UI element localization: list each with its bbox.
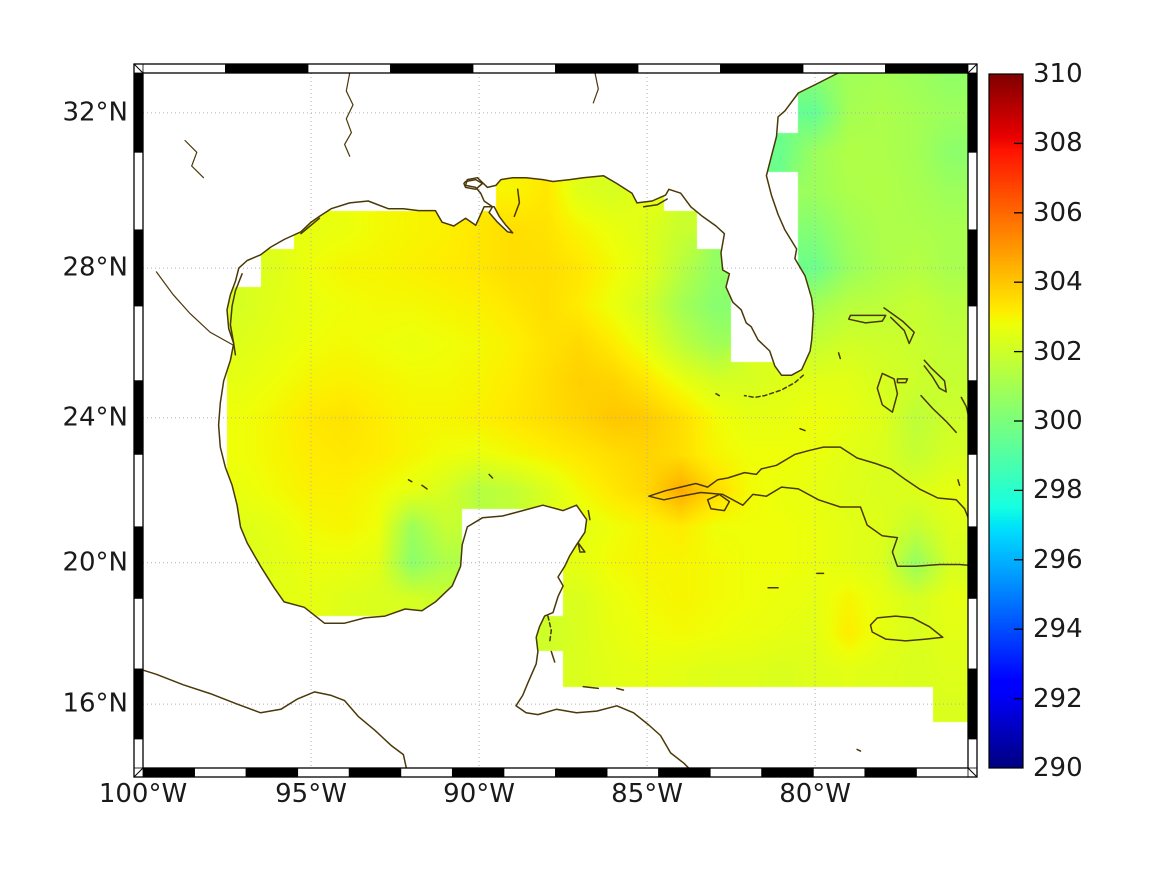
colorbar-tick-label: 302 [1033, 336, 1083, 367]
colorbar-border [988, 73, 1024, 769]
florida-keys-coastline [743, 374, 805, 399]
land-fill-layer [143, 73, 839, 768]
colorbar-tick-label: 290 [1033, 753, 1083, 783]
cay-sal-coastline [799, 427, 806, 432]
x-tick-label: 80°W [779, 779, 851, 809]
cat-island-coastline [960, 396, 968, 415]
alacranes-reef-coastline [488, 473, 494, 479]
colorbar-tick-label: 308 [1033, 128, 1083, 159]
frame-corner-bevel [967, 63, 978, 74]
frame-outer-border [133, 63, 978, 778]
campeche-reef-1-coastline [421, 484, 428, 490]
pacific-coast-mexico-coastline [143, 669, 408, 768]
x-tick-label: 85°W [611, 779, 683, 809]
frame-corner-bevel [967, 767, 978, 778]
colorbar-tick-label: 310 [1033, 59, 1083, 89]
chandeleur-islands-coastline [513, 188, 521, 218]
dry-tortugas-coastline [715, 392, 721, 397]
colorbar-frame [988, 73, 1024, 769]
grand-bahama-coastline [847, 314, 887, 324]
bimini-coastline [837, 352, 842, 360]
roatan-coastline [582, 685, 600, 690]
belize-cays-coastline [547, 615, 553, 644]
frame-inner-border [142, 72, 969, 769]
x-tick-label: 90°W [443, 779, 515, 809]
colorbar-tick-label: 306 [1033, 197, 1083, 228]
new-providence-coastline [896, 378, 909, 384]
north-america-mainland-landmass [143, 73, 839, 768]
colorbar-tick-label: 292 [1033, 683, 1083, 714]
y-tick-label: 16°N [62, 688, 128, 719]
colorbar-tick-label: 296 [1033, 544, 1083, 575]
turneffe-coastline [550, 650, 556, 663]
colorbar-tick-label: 294 [1033, 614, 1083, 645]
rio-grande [155, 271, 235, 346]
x-tick-label: 95°W [275, 779, 347, 809]
eleuthera-coastline [923, 359, 947, 393]
red-river [343, 73, 354, 157]
cuba-coastline [648, 446, 968, 568]
colorbar-tick-label: 304 [1033, 267, 1083, 298]
graticule-layer [143, 73, 968, 768]
colorbar-tick-label: 298 [1033, 475, 1083, 506]
jamaica-coastline [869, 615, 944, 642]
guanaja-coastline [616, 687, 625, 691]
coastline-layer [143, 73, 968, 768]
map-frame [133, 63, 978, 778]
frame-corner-bevel [133, 63, 144, 74]
y-tick-label: 20°N [62, 547, 128, 578]
alabama-river [592, 73, 599, 104]
isla-de-la-juventud-coastline [706, 493, 731, 512]
campeche-reef-2-coastline [407, 479, 413, 483]
colorbar-tick-label: 300 [1033, 406, 1083, 436]
andros-coastline [876, 372, 899, 413]
apalachicola-barrier-coastline [642, 198, 668, 208]
ragged-cays-coastline [957, 479, 961, 487]
x-tick-label: 100°W [98, 779, 188, 809]
y-tick-label: 28°N [62, 252, 128, 283]
abaco-coastline [883, 307, 915, 345]
san-andres-cays-coastline [856, 748, 862, 752]
cozumel-coastline [577, 542, 586, 553]
lake-pontchartrain-coastline [463, 178, 484, 191]
galveston-island-coastline [300, 217, 321, 235]
y-tick-label: 24°N [62, 402, 128, 433]
frame-corner-bevel [133, 767, 144, 778]
isla-contoy-coastline [587, 509, 591, 521]
y-tick-label: 32°N [62, 97, 128, 128]
texas-river [184, 139, 205, 179]
exuma-cays-coastline [920, 394, 957, 434]
north-america-mainland-coastline [217, 73, 840, 768]
